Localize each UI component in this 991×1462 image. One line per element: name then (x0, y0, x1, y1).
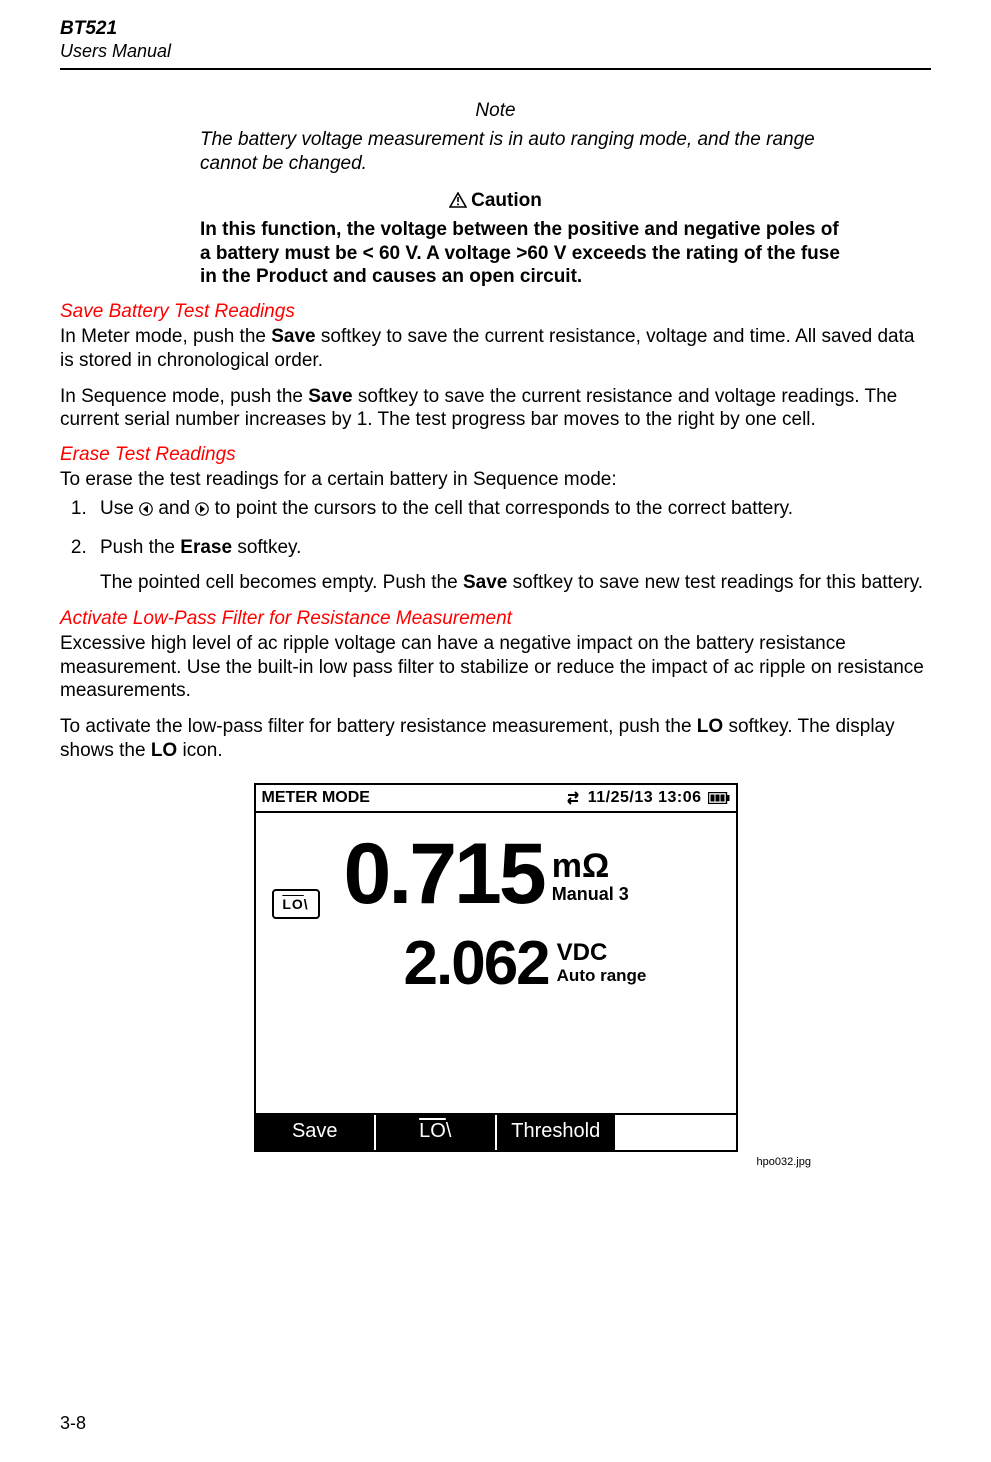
note-title: Note (60, 100, 931, 122)
softkey-lo-text: LO (419, 1120, 446, 1143)
resistance-unit: mΩ (552, 849, 629, 883)
text: Push the (100, 537, 180, 558)
save-softkey-ref: Save (271, 326, 315, 347)
text: Use (100, 498, 139, 519)
left-arrow-icon (139, 499, 153, 525)
warning-icon (449, 192, 467, 208)
save-para-1: In Meter mode, push the Save softkey to … (60, 325, 931, 373)
text: The pointed cell becomes empty. Push the (100, 572, 463, 593)
softkey-blank[interactable] (617, 1115, 736, 1150)
save-para-2: In Sequence mode, push the Save softkey … (60, 385, 931, 433)
page-number: 3-8 (60, 1413, 86, 1434)
device-screenshot: METER MODE 11/25/13 13:06 LO\ 0.715 mΩ M… (60, 783, 931, 1152)
right-arrow-icon (195, 499, 209, 525)
erase-intro: To erase the test readings for a certain… (60, 468, 931, 492)
text: In Meter mode, push the (60, 326, 271, 347)
lo-badge-text: LO\ (282, 896, 308, 912)
battery-icon (708, 792, 730, 804)
lo-badge: LO\ (272, 889, 320, 919)
device-screen: METER MODE 11/25/13 13:06 LO\ 0.715 mΩ M… (254, 783, 738, 1152)
softkey-threshold[interactable]: Threshold (497, 1115, 618, 1150)
section-heading-lpf: Activate Low-Pass Filter for Resistance … (60, 608, 931, 630)
note-body: The battery voltage measurement is in au… (200, 128, 841, 176)
header-subtitle: Users Manual (60, 41, 931, 63)
save-softkey-ref: Save (308, 386, 352, 407)
screen-body: LO\ 0.715 mΩ Manual 3 2.062 VDC Auto ran… (256, 813, 736, 1113)
resistance-mode: Manual 3 (552, 885, 629, 903)
text: To activate the low-pass filter for batt… (60, 716, 697, 737)
erase-step-2: Push the Erase softkey. The pointed cell… (92, 535, 931, 596)
header-model: BT521 (60, 18, 931, 41)
erase-step-1: Use and to point the cursors to the cell… (92, 496, 931, 525)
caution-body: In this function, the voltage between th… (200, 218, 841, 289)
erase-steps: Use and to point the cursors to the cell… (60, 496, 931, 596)
screen-topbar: METER MODE 11/25/13 13:06 (256, 785, 736, 813)
image-caption: hpo032.jpg (60, 1156, 811, 1168)
screen-mode-label: METER MODE (262, 789, 370, 807)
softkey-save[interactable]: Save (256, 1115, 377, 1150)
resistance-unit-block: mΩ Manual 3 (552, 849, 629, 903)
lpf-para-1: Excessive high level of ac ripple voltag… (60, 632, 931, 703)
header-rule (60, 68, 931, 70)
erase-softkey-ref: Erase (180, 537, 232, 558)
erase-step-2-sub: The pointed cell becomes empty. Push the… (100, 570, 931, 596)
caution-title: Caution (60, 190, 931, 212)
resistance-reading: 0.715 mΩ Manual 3 (344, 831, 629, 917)
text: softkey. (232, 537, 301, 558)
transfer-icon (564, 791, 582, 805)
section-heading-save: Save Battery Test Readings (60, 301, 931, 323)
text: to point the cursors to the cell that co… (209, 498, 793, 519)
voltage-value: 2.062 (404, 933, 549, 995)
voltage-mode: Auto range (557, 967, 647, 984)
screen-status-right: 11/25/13 13:06 (564, 789, 730, 807)
caution-label: Caution (471, 190, 542, 211)
voltage-reading: 2.062 VDC Auto range (404, 933, 647, 995)
voltage-unit: VDC (557, 941, 647, 965)
voltage-unit-block: VDC Auto range (557, 941, 647, 984)
section-heading-erase: Erase Test Readings (60, 444, 931, 466)
lo-icon-ref: LO (151, 740, 177, 761)
text: In Sequence mode, push the (60, 386, 308, 407)
text: icon. (177, 740, 222, 761)
softkey-bar: Save LO\ Threshold (256, 1113, 736, 1150)
lo-softkey-ref: LO (697, 716, 723, 737)
resistance-value: 0.715 (344, 831, 544, 917)
text: and (153, 498, 195, 519)
page-header: BT521 Users Manual (60, 18, 931, 62)
screen-datetime: 11/25/13 13:06 (588, 789, 702, 807)
save-softkey-ref: Save (463, 572, 507, 593)
text: softkey to save new test readings for th… (507, 572, 923, 593)
softkey-lo[interactable]: LO\ (376, 1115, 497, 1150)
lpf-para-2: To activate the low-pass filter for batt… (60, 715, 931, 763)
